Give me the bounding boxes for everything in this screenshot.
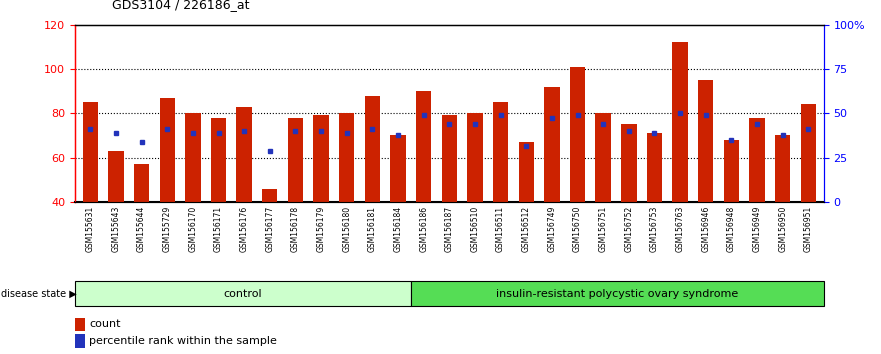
Bar (211, 118, 226, 202)
Bar (519, 142, 534, 202)
Text: GSM156180: GSM156180 (342, 206, 352, 252)
Bar (411, 281, 824, 306)
Text: GSM155631: GSM155631 (85, 206, 95, 252)
Text: GSM156177: GSM156177 (265, 206, 274, 252)
Text: disease state ▶: disease state ▶ (1, 289, 77, 299)
Bar (365, 96, 380, 202)
Text: GSM156511: GSM156511 (496, 206, 505, 252)
Text: GSM156184: GSM156184 (394, 206, 403, 252)
Text: GSM155644: GSM155644 (137, 206, 146, 252)
Bar (596, 113, 611, 202)
Text: insulin-resistant polycystic ovary syndrome: insulin-resistant polycystic ovary syndr… (496, 289, 738, 299)
Bar (288, 118, 303, 202)
Bar (698, 80, 714, 202)
Bar (723, 140, 739, 202)
Text: GSM156187: GSM156187 (445, 206, 454, 252)
Text: GSM156763: GSM156763 (676, 206, 685, 252)
Bar (775, 135, 790, 202)
Bar (570, 67, 585, 202)
Text: control: control (224, 289, 262, 299)
Text: GSM156170: GSM156170 (189, 206, 197, 252)
Text: GSM156750: GSM156750 (573, 206, 582, 252)
Bar (159, 98, 175, 202)
Bar (647, 133, 663, 202)
Bar (134, 164, 149, 202)
Bar (185, 113, 201, 202)
Bar (314, 115, 329, 202)
Text: GSM156950: GSM156950 (778, 206, 788, 252)
Bar (75, 334, 85, 348)
Text: GSM156171: GSM156171 (214, 206, 223, 252)
Bar (83, 102, 98, 202)
Text: GSM156946: GSM156946 (701, 206, 710, 252)
Bar (262, 188, 278, 202)
Text: GSM156753: GSM156753 (650, 206, 659, 252)
Bar (75, 318, 85, 331)
Text: GSM156749: GSM156749 (547, 206, 557, 252)
Text: percentile rank within the sample: percentile rank within the sample (89, 336, 277, 346)
Bar (75, 281, 411, 306)
Text: GSM156752: GSM156752 (625, 206, 633, 252)
Bar (108, 151, 123, 202)
Bar (492, 102, 508, 202)
Text: GSM156512: GSM156512 (522, 206, 530, 252)
Text: GSM156179: GSM156179 (316, 206, 326, 252)
Text: GSM155729: GSM155729 (163, 206, 172, 252)
Text: GSM156949: GSM156949 (752, 206, 761, 252)
Bar (621, 124, 636, 202)
Text: GSM156186: GSM156186 (419, 206, 428, 252)
Text: GSM156176: GSM156176 (240, 206, 248, 252)
Bar (544, 87, 559, 202)
Bar (390, 135, 406, 202)
Bar (339, 113, 354, 202)
Text: GSM156181: GSM156181 (368, 206, 377, 252)
Bar (801, 104, 816, 202)
Text: GDS3104 / 226186_at: GDS3104 / 226186_at (113, 0, 250, 11)
Text: GSM156510: GSM156510 (470, 206, 479, 252)
Text: count: count (89, 319, 121, 329)
Bar (236, 107, 252, 202)
Text: GSM155643: GSM155643 (111, 206, 121, 252)
Text: GSM156948: GSM156948 (727, 206, 736, 252)
Bar (672, 42, 688, 202)
Bar (441, 115, 457, 202)
Text: GSM156951: GSM156951 (803, 206, 813, 252)
Bar (467, 113, 483, 202)
Bar (750, 118, 765, 202)
Bar (416, 91, 432, 202)
Text: GSM156751: GSM156751 (599, 206, 608, 252)
Text: GSM156178: GSM156178 (291, 206, 300, 252)
